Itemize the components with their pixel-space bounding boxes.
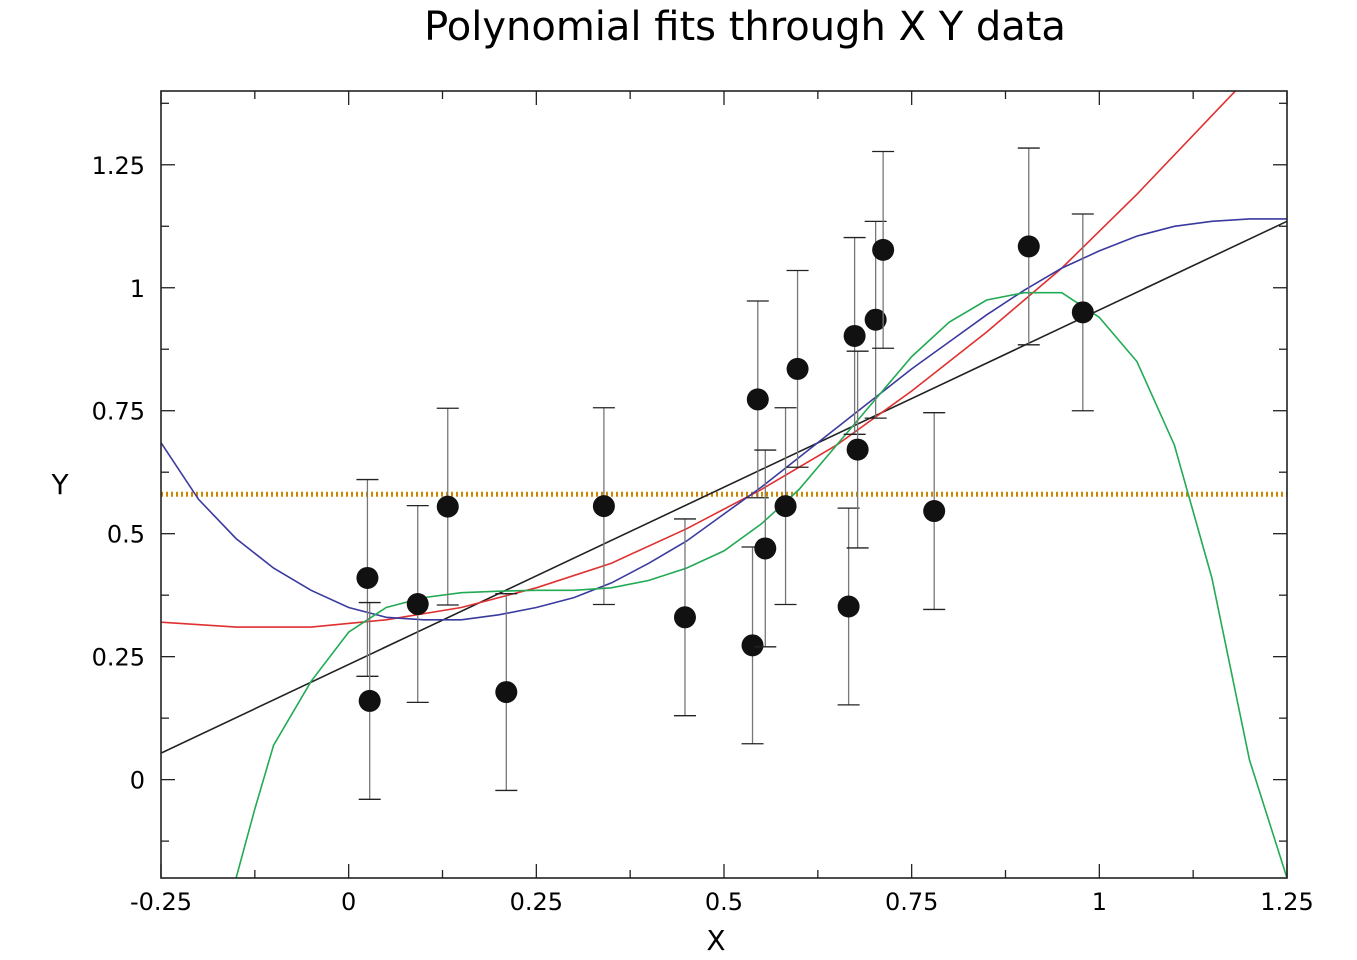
- fit-curve-degree-3: [161, 218, 1287, 621]
- y-tick-label: 0.25: [92, 644, 145, 672]
- y-tick-label: 0: [130, 767, 145, 795]
- data-point-5: [592, 495, 615, 518]
- data-point-16: [872, 238, 895, 261]
- data-point-4: [495, 681, 518, 704]
- fit-curve-degree-2: [161, 91, 1237, 628]
- data-point-12: [837, 595, 860, 618]
- chart-title: Polynomial fits through X Y data: [424, 4, 1066, 50]
- fit-curve-degree-4: [235, 291, 1287, 878]
- data-point-2: [406, 593, 429, 616]
- data-points: [356, 147, 1094, 800]
- data-point-0: [356, 566, 379, 589]
- plot-area: [161, 91, 1287, 878]
- data-point-18: [1017, 235, 1040, 258]
- data-point-6: [673, 606, 696, 629]
- data-point-3: [436, 495, 459, 518]
- data-point-7: [741, 634, 764, 657]
- data-point-14: [846, 438, 869, 461]
- y-tick-label: 1.25: [92, 152, 145, 180]
- data-point-19: [1071, 301, 1094, 324]
- data-point-10: [774, 495, 797, 518]
- x-tick-label: 0.5: [705, 888, 743, 916]
- y-tick-label: 0.75: [92, 398, 145, 426]
- data-point-13: [843, 324, 866, 347]
- x-tick-label: 0.75: [885, 888, 938, 916]
- data-point-9: [754, 537, 777, 560]
- x-tick-label: 1: [1092, 888, 1107, 916]
- data-point-15: [864, 308, 887, 331]
- x-axis-label: X: [706, 924, 725, 957]
- data-point-17: [923, 500, 946, 523]
- fit-curves: [161, 91, 1287, 878]
- data-point-11: [786, 357, 809, 380]
- axes: -0.25 0 0.25 0.5 0.75 1 1.25 0 0.25 0.5 0.75 1 1.25: [92, 90, 1314, 916]
- x-tick-label: 0: [341, 888, 356, 916]
- y-axis-label: Y: [50, 468, 69, 501]
- plot-frame: [160, 90, 1288, 879]
- x-tick-label: 1.25: [1260, 888, 1313, 916]
- data-point-1: [358, 689, 381, 712]
- y-tick-label: 1: [130, 275, 145, 303]
- fit-curve-degree-1: [161, 220, 1287, 754]
- data-point-8: [746, 388, 769, 411]
- x-tick-label: 0.25: [510, 888, 563, 916]
- y-tick-label: 0.5: [107, 521, 145, 549]
- x-tick-label: -0.25: [130, 888, 192, 916]
